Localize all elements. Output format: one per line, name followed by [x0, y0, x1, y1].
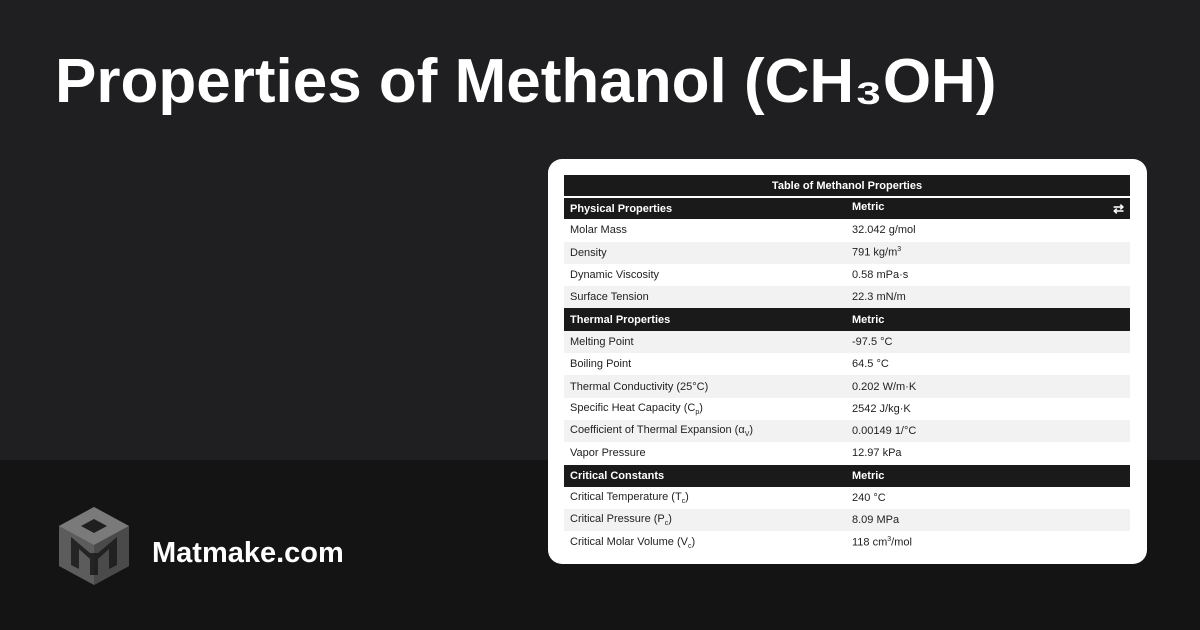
property-label: Critical Temperature (T [570, 490, 682, 503]
property-label-tail: ) [685, 490, 689, 503]
table-row: Melting Point -97.5 °C [564, 330, 1130, 354]
value-text: -97.5 °C [852, 335, 893, 348]
superscript: 3 [897, 246, 902, 254]
property-label: Coefficient of Thermal Expansion (α [570, 424, 745, 437]
property-label: Dynamic Viscosity [570, 269, 660, 282]
subscript: V [744, 431, 750, 439]
value-text: 791 kg/m [852, 247, 898, 260]
property-value: 240 °C [846, 487, 1130, 509]
property-label: Thermal Conductivity (25°C) [570, 380, 709, 393]
unit-header-cell: Metric [846, 308, 1130, 331]
methanol-properties-table: Table of Methanol Properties Physical Pr… [564, 175, 1130, 554]
value-text: 2542 J/kg·K [852, 402, 911, 415]
property-value: 32.042 g/mol [846, 219, 1130, 241]
property-label: Critical Pressure (P [570, 513, 665, 526]
section-title: Critical Constants [564, 464, 846, 487]
property-value: 0.00149 1/°C [846, 419, 1130, 443]
brand-name: Matmake.com [152, 537, 344, 569]
table-row: Vapor Pressure 12.97 kPa [564, 442, 1130, 464]
table-row: Molar Mass 32.042 g/mol [564, 219, 1130, 241]
property-label-tail: ) [691, 535, 696, 548]
property-name: Dynamic Viscosity [564, 264, 846, 286]
table-row: Coefficient of Thermal Expansion (αV) 0.0… [564, 419, 1130, 443]
property-value: 0.202 W/m·K [846, 375, 1130, 398]
property-name: Coefficient of Thermal Expansion (αV) [564, 419, 846, 443]
property-name: Boiling Point [564, 353, 846, 375]
value-text: 0.202 W/m·K [852, 380, 917, 393]
subscript: c [664, 520, 669, 528]
value-text: 64.5 °C [852, 358, 889, 371]
table-row: Thermal Conductivity (25°C) 0.202 W/m·K [564, 375, 1130, 398]
property-label: Boiling Point [570, 358, 632, 371]
property-name: Critical Molar Volume (Vc) [564, 531, 846, 553]
unit-header: Metric [852, 469, 885, 482]
property-value: 2542 J/kg·K [846, 398, 1130, 420]
property-name: Molar Mass [564, 219, 846, 241]
property-name: Critical Pressure (Pc) [564, 509, 846, 532]
property-label: Molar Mass [570, 224, 627, 237]
property-name: Thermal Conductivity (25°C) [564, 375, 846, 398]
table-row: Specific Heat Capacity (Cp) 2542 J/kg·K [564, 398, 1130, 420]
property-name: Specific Heat Capacity (Cp) [564, 398, 846, 420]
value-text: 0.00149 1/°C [852, 425, 917, 438]
table-row: Density 791 kg/m3 [564, 241, 1130, 264]
unit-header: Metric [852, 313, 885, 326]
subscript: p [695, 408, 700, 416]
value-text: 240 °C [852, 492, 886, 504]
value-tail: /mol [891, 536, 912, 549]
property-name: Surface Tension [564, 286, 846, 309]
property-value: 118 cm3/mol [846, 531, 1130, 553]
value-text: 8.09 MPa [852, 514, 900, 527]
matmake-logo-icon [59, 507, 129, 585]
subscript: c [681, 498, 686, 506]
property-label: Critical Molar Volume (V [570, 535, 688, 548]
section-title: Physical Properties [564, 197, 846, 220]
property-name: Density [564, 241, 846, 264]
table-caption: Table of Methanol Properties [564, 175, 1130, 198]
unit-header-cell: Metric [846, 464, 1130, 487]
property-value: 0.58 mPa·s [846, 264, 1130, 286]
property-label: Vapor Pressure [570, 447, 646, 460]
section-header: Thermal Properties Metric [564, 308, 1130, 331]
table-row: Surface Tension 22.3 mN/m [564, 286, 1130, 309]
table-row: Critical Temperature (Tc) 240 °C [564, 487, 1130, 509]
value-text: 118 cm [852, 536, 888, 549]
table-row: Dynamic Viscosity 0.58 mPa·s [564, 264, 1130, 286]
value-text: 32.042 g/mol [852, 224, 916, 237]
property-name: Critical Temperature (Tc) [564, 487, 846, 509]
property-label: Specific Heat Capacity (C [570, 401, 696, 414]
property-value: 12.97 kPa [846, 442, 1130, 464]
value-text: 0.58 mPa·s [852, 269, 909, 282]
table-row: Critical Pressure (Pc) 8.09 MPa [564, 509, 1130, 532]
property-label-tail: ) [699, 401, 703, 414]
value-text: 22.3 mN/m [852, 291, 906, 304]
property-label-tail: ) [749, 424, 754, 437]
table-row: Boiling Point 64.5 °C [564, 353, 1130, 375]
subscript: c [687, 542, 692, 550]
superscript: 3 [887, 536, 892, 544]
table-row: Critical Molar Volume (Vc) 118 cm3/mol [564, 531, 1130, 553]
section-header: Physical Properties Metric ⇄ [564, 197, 1130, 220]
unit-header: Metric [852, 200, 885, 213]
property-name: Vapor Pressure [564, 442, 846, 464]
swap-units-icon[interactable]: ⇄ [1113, 200, 1124, 216]
property-value: 8.09 MPa [846, 509, 1130, 532]
property-value: 791 kg/m3 [846, 241, 1130, 264]
property-label: Melting Point [570, 335, 634, 348]
section-header: Critical Constants Metric [564, 464, 1130, 487]
properties-card: Table of Methanol Properties Physical Pr… [548, 159, 1147, 564]
property-label: Surface Tension [570, 291, 649, 304]
property-value: -97.5 °C [846, 330, 1130, 354]
section-title: Thermal Properties [564, 308, 846, 331]
property-name: Melting Point [564, 330, 846, 354]
page-title: Properties of Methanol (CH₃OH) [55, 47, 997, 116]
unit-header-cell: Metric ⇄ [846, 197, 1130, 220]
value-text: 12.97 kPa [852, 447, 902, 460]
property-value: 64.5 °C [846, 353, 1130, 375]
property-label: Density [570, 246, 607, 259]
property-label-tail: ) [668, 513, 672, 526]
property-value: 22.3 mN/m [846, 286, 1130, 309]
